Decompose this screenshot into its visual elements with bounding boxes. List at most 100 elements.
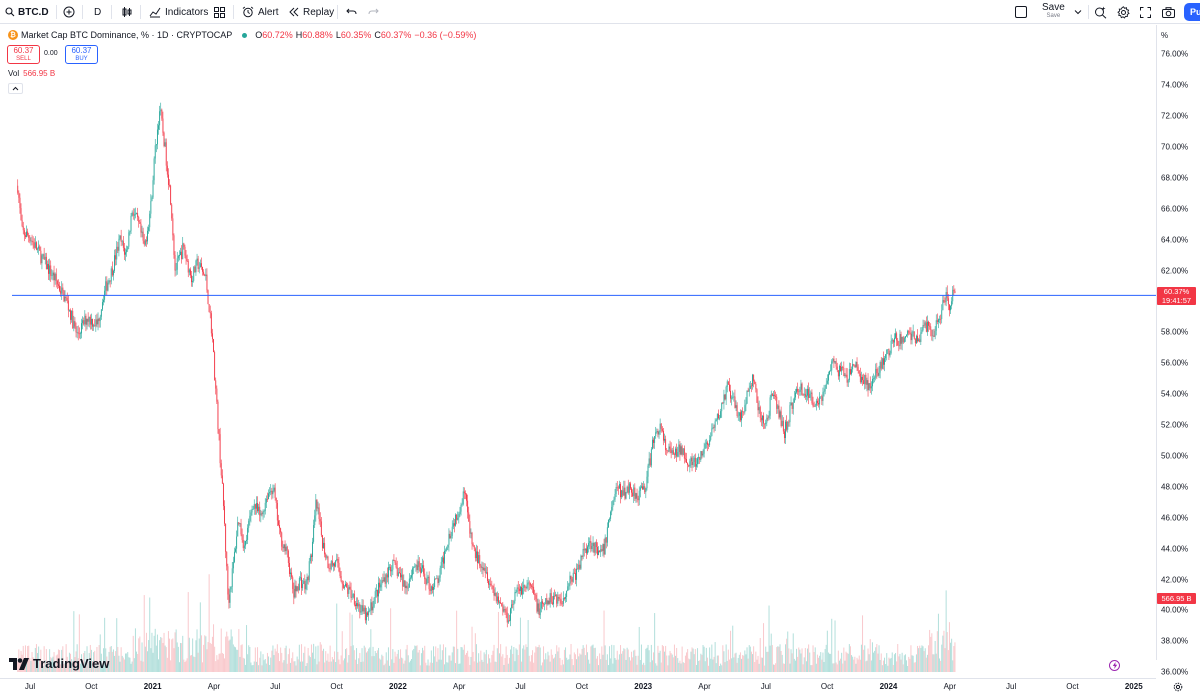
settings-button[interactable] [1117, 0, 1130, 24]
volume-bar [371, 656, 373, 672]
volume-bar [50, 657, 52, 672]
layouts-button[interactable] [214, 0, 225, 24]
volume-legend[interactable]: Vol 566.95 B [8, 69, 55, 78]
volume-bar [461, 647, 463, 672]
price-chart[interactable] [0, 25, 1156, 678]
candle-body [277, 520, 279, 525]
time-scale[interactable]: Jul Oct 2021 Apr Jul Oct 2022 Apr Jul Oct 2023 Apr J… [0, 678, 1156, 695]
volume-bar [409, 660, 411, 672]
volume-bar [711, 644, 713, 672]
quick-search-button[interactable] [1094, 0, 1107, 24]
candle-body [555, 594, 557, 597]
buy-label: BUY [75, 55, 88, 62]
time-scale-settings-button[interactable] [1170, 678, 1186, 695]
candle-body [661, 428, 663, 431]
volume-bar [501, 656, 503, 672]
candle-body [297, 586, 299, 591]
save-button[interactable]: Save Save [1042, 0, 1065, 24]
volume-bar [180, 642, 182, 672]
volume-bar [171, 639, 173, 672]
volume-bar [430, 650, 432, 672]
volume-bar [323, 648, 325, 672]
candle-body [793, 397, 795, 403]
candle-body [436, 578, 438, 580]
candle-body [558, 597, 560, 599]
alert-button[interactable]: Alert [242, 0, 279, 24]
volume-bar [471, 626, 473, 672]
price-scale[interactable]: % 76.00% 74.00% 72.00% 70.00% 68.00% 66.00% 64… [1156, 25, 1200, 677]
candle-body [204, 274, 206, 277]
volume-bar [472, 651, 474, 672]
chart-type-button[interactable] [121, 0, 133, 24]
volume-bar [710, 658, 712, 672]
candle-body [638, 490, 640, 501]
tradingview-logo[interactable]: TradingView [9, 656, 109, 671]
candle-body [428, 576, 430, 590]
candle-body [819, 396, 821, 405]
fullscreen-button[interactable] [1140, 0, 1151, 24]
candle-body [947, 298, 949, 305]
volume-bar [38, 646, 40, 672]
volume-bar [550, 649, 552, 672]
fullscreen-toggle-button[interactable] [1015, 0, 1027, 24]
candle-body [548, 600, 550, 604]
candle-body [473, 545, 475, 549]
volume-bar [204, 635, 206, 672]
volume-bar [889, 658, 891, 672]
volume-bar [514, 661, 516, 672]
volume-bar [807, 648, 809, 672]
candle-body [592, 542, 594, 546]
volume-bar [104, 617, 106, 672]
candle-body [650, 449, 652, 466]
volume-bar [26, 659, 28, 672]
candle-body [100, 309, 102, 317]
volume-bar [317, 645, 319, 672]
volume-bar [515, 648, 517, 672]
volume-bar [418, 649, 420, 672]
collapse-legend-button[interactable] [8, 83, 23, 94]
alarm-clock-icon [242, 6, 254, 18]
legend-title[interactable]: Market Cap BTC Dominance, % · 1D · CRYPT… [21, 30, 233, 40]
volume-bar [84, 650, 86, 672]
indicators-button[interactable]: Indicators [149, 0, 208, 24]
volume-bar [635, 655, 637, 672]
candle-body [720, 411, 722, 418]
candle-body [340, 576, 342, 582]
volume-bar [723, 651, 725, 672]
publish-button[interactable]: Pu [1184, 3, 1200, 21]
volume-bar [769, 645, 771, 672]
bar-countdown: 19:41:57 [1161, 296, 1192, 305]
candle-body [67, 300, 69, 311]
market-status-dot[interactable] [242, 32, 248, 38]
snapshot-button[interactable] [1162, 0, 1175, 24]
volume-bar [526, 647, 528, 672]
candle-body [752, 374, 753, 386]
volume-bar [695, 664, 697, 672]
candle-body [66, 297, 68, 301]
price-scale-unit[interactable]: % [1161, 31, 1169, 40]
price-tick-label: 44.00% [1161, 544, 1189, 554]
candle-body [508, 620, 510, 621]
volume-bar [347, 662, 349, 672]
replay-button[interactable]: Replay [288, 0, 334, 24]
undo-button[interactable] [346, 0, 357, 24]
buy-button[interactable]: 60.37 BUY [65, 45, 98, 64]
volume-bar [943, 630, 945, 672]
news-flash-button[interactable] [1109, 660, 1120, 671]
interval-button[interactable]: D [94, 0, 101, 24]
volume-bar [717, 655, 719, 672]
sell-button[interactable]: 60.37 SELL [7, 45, 40, 64]
compare-button[interactable] [63, 0, 75, 24]
volume-bar [268, 656, 270, 672]
square-icon [1015, 6, 1027, 18]
candle-body [895, 333, 896, 338]
redo-button[interactable] [368, 0, 379, 24]
volume-bar [450, 660, 452, 672]
candle-body [655, 432, 657, 437]
symbol-search[interactable]: BTC.D [5, 0, 49, 24]
volume-bar [189, 655, 191, 672]
alert-label: Alert [258, 6, 279, 18]
save-dropdown-button[interactable] [1074, 0, 1082, 24]
volume-bar [549, 661, 551, 672]
save-label: Save [1042, 2, 1065, 13]
